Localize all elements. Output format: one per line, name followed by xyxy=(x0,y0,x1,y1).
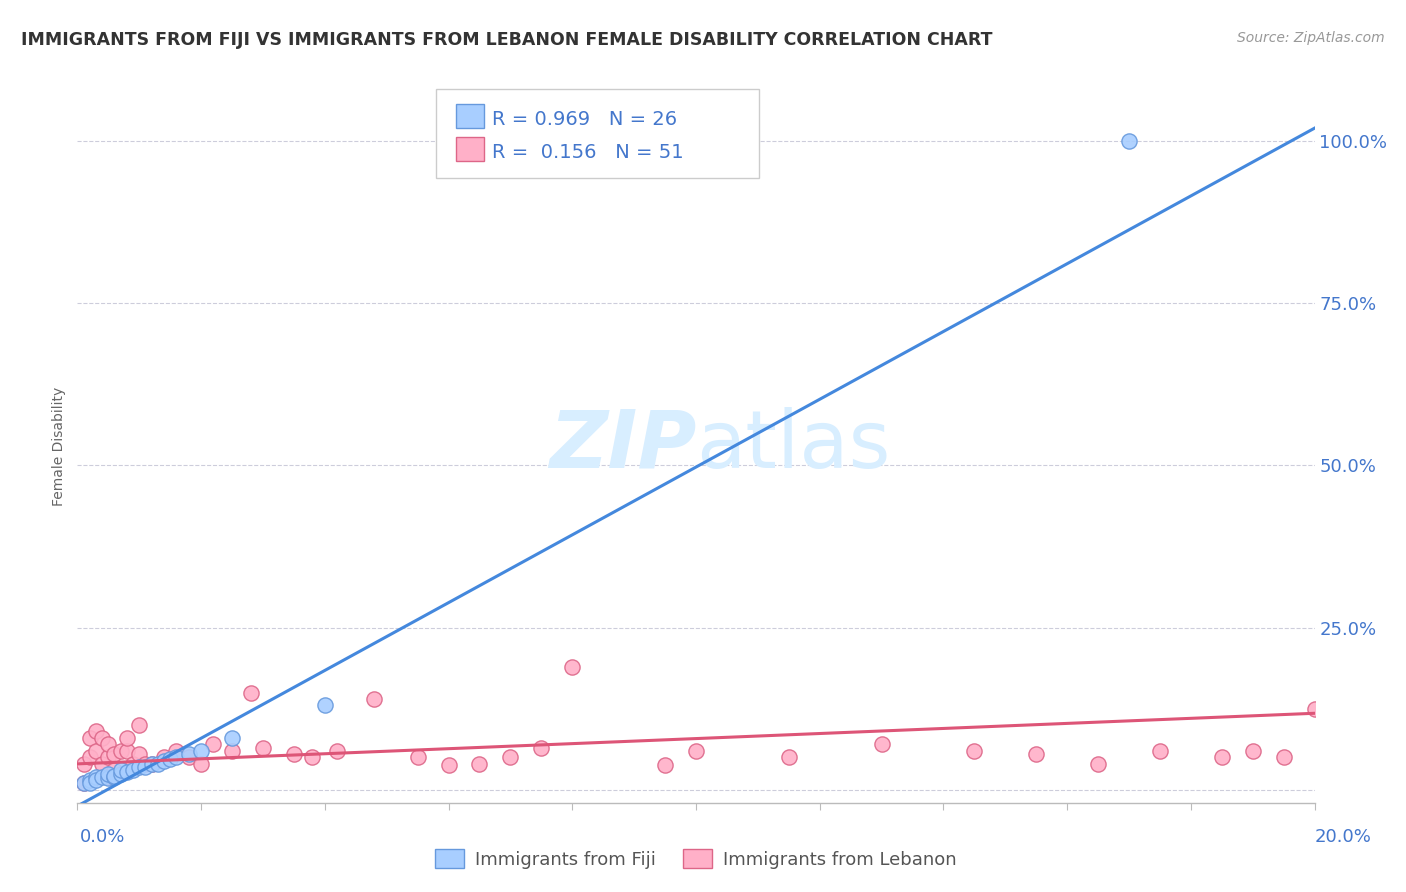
Point xyxy=(1118,134,1140,148)
Point xyxy=(239,685,262,699)
Point xyxy=(115,744,138,758)
Point xyxy=(79,776,101,790)
Text: R =  0.156   N = 51: R = 0.156 N = 51 xyxy=(492,143,683,161)
Point xyxy=(134,756,156,771)
Point xyxy=(128,718,150,732)
Point xyxy=(314,698,336,713)
Point xyxy=(103,768,125,782)
Point xyxy=(437,758,460,772)
Point xyxy=(79,731,101,745)
Point xyxy=(1149,744,1171,758)
Point xyxy=(103,770,125,784)
Point xyxy=(1025,747,1047,761)
Point xyxy=(685,744,707,758)
Y-axis label: Female Disability: Female Disability xyxy=(52,386,66,506)
Point xyxy=(363,692,385,706)
Point xyxy=(141,756,163,771)
Point xyxy=(84,744,107,758)
Text: atlas: atlas xyxy=(696,407,890,485)
Point xyxy=(122,756,145,771)
Point xyxy=(141,756,163,771)
Text: R = 0.969   N = 26: R = 0.969 N = 26 xyxy=(492,110,678,128)
Point xyxy=(91,756,114,771)
Point xyxy=(778,750,800,764)
Point xyxy=(97,766,120,780)
Point xyxy=(128,747,150,761)
Point xyxy=(115,731,138,745)
Text: ZIP: ZIP xyxy=(548,407,696,485)
Point xyxy=(221,731,243,745)
Point xyxy=(91,770,114,784)
Point xyxy=(530,740,553,755)
Point xyxy=(963,744,986,758)
Point xyxy=(84,770,107,784)
Point xyxy=(97,771,120,785)
Point xyxy=(165,750,187,764)
Point xyxy=(72,776,94,790)
Point xyxy=(283,747,305,761)
Point xyxy=(499,750,522,764)
Point xyxy=(870,738,893,752)
Point xyxy=(1087,756,1109,771)
Point xyxy=(1303,702,1326,716)
Point xyxy=(110,744,132,758)
Point xyxy=(97,750,120,764)
Text: 20.0%: 20.0% xyxy=(1315,828,1371,846)
Point xyxy=(406,750,429,764)
Point xyxy=(122,764,145,778)
Point xyxy=(128,760,150,774)
Text: 0.0%: 0.0% xyxy=(80,828,125,846)
Point xyxy=(72,756,94,771)
Point xyxy=(84,724,107,739)
Point xyxy=(153,750,176,764)
Point xyxy=(110,764,132,778)
Point xyxy=(79,750,101,764)
Point xyxy=(84,773,107,788)
Point xyxy=(97,770,120,784)
Point xyxy=(252,740,274,755)
Point xyxy=(177,747,200,761)
Point xyxy=(301,750,323,764)
Text: IMMIGRANTS FROM FIJI VS IMMIGRANTS FROM LEBANON FEMALE DISABILITY CORRELATION CH: IMMIGRANTS FROM FIJI VS IMMIGRANTS FROM … xyxy=(21,31,993,49)
Point xyxy=(159,752,181,766)
Point xyxy=(1241,744,1264,758)
Point xyxy=(110,766,132,780)
Point xyxy=(146,756,169,771)
Point xyxy=(103,764,125,778)
Point xyxy=(190,744,212,758)
Point xyxy=(1272,750,1295,764)
Point xyxy=(134,760,156,774)
Point xyxy=(202,738,225,752)
Legend: Immigrants from Fiji, Immigrants from Lebanon: Immigrants from Fiji, Immigrants from Le… xyxy=(429,842,963,876)
Point xyxy=(115,764,138,779)
Point xyxy=(190,756,212,771)
Point xyxy=(1211,750,1233,764)
Point xyxy=(326,744,349,758)
Point xyxy=(654,758,676,772)
Point xyxy=(97,738,120,752)
Point xyxy=(103,747,125,761)
Point xyxy=(153,754,176,768)
Point xyxy=(79,773,101,788)
Point xyxy=(468,756,491,771)
Point xyxy=(177,750,200,764)
Text: Source: ZipAtlas.com: Source: ZipAtlas.com xyxy=(1237,31,1385,45)
Point xyxy=(72,776,94,790)
Point xyxy=(165,744,187,758)
Point xyxy=(561,659,583,673)
Point xyxy=(221,744,243,758)
Point xyxy=(91,731,114,745)
